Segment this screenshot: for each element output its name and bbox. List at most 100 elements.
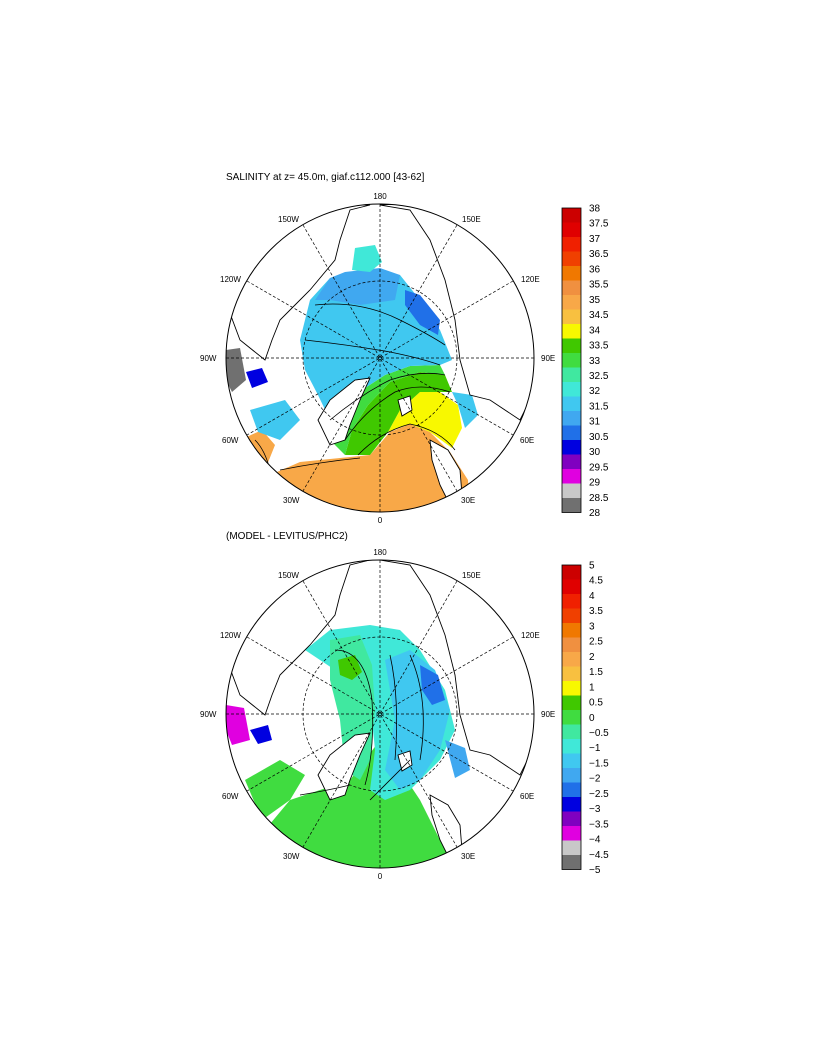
colorbar-tick-label: 28 [589, 508, 601, 519]
colorbar-tick-label: 35 [589, 295, 601, 306]
colorbar-tick-label: 33 [589, 356, 601, 367]
colorbar-swatch [562, 855, 581, 870]
colorbar-swatch [562, 579, 581, 594]
lon-label-120w: 120W [220, 275, 241, 284]
lon-label-150w: 150W [278, 571, 299, 580]
colorbar-tick-label: 32 [589, 386, 601, 397]
salinity-region-bering [352, 245, 382, 272]
difference-region-kara [445, 740, 470, 778]
colorbar-swatch [562, 608, 581, 623]
colorbar-swatch [562, 280, 581, 295]
map-title-difference: (MODEL - LEVITUS/PHC2) [226, 531, 348, 542]
colorbar-swatch [562, 768, 581, 783]
land-svalbard [397, 750, 413, 772]
colorbar-swatch [562, 483, 581, 498]
colorbar-tick-label: 33.5 [589, 341, 609, 352]
colorbar-tick-label: 31.5 [589, 401, 609, 412]
colorbar-swatch [562, 710, 581, 725]
colorbar-tick-label: 37 [589, 234, 601, 245]
colorbar-tick-label: −3 [589, 804, 601, 815]
colorbar-tick-label: 30 [589, 447, 601, 458]
colorbar-swatch [562, 797, 581, 812]
colorbar-tick-label: 1.5 [589, 667, 603, 678]
colorbar-tick-label: 34.5 [589, 310, 609, 321]
salinity-region-kara [452, 392, 478, 428]
colorbar-swatch [562, 251, 581, 266]
colorbar-tick-label: 30.5 [589, 432, 609, 443]
colorbar-swatch [562, 382, 581, 397]
lon-label-90e: 90E [541, 710, 555, 719]
lon-label-120e: 120E [521, 631, 540, 640]
colorbar-border [561, 207, 582, 513]
colorbar-swatch [562, 840, 581, 855]
colorbar-tick-label: 38 [589, 204, 601, 215]
lon-label-90w: 90W [200, 710, 217, 719]
salinity-region-west-gray [226, 348, 246, 392]
difference-region-blue [420, 665, 445, 705]
colorbar-tick-label: −5 [589, 865, 601, 876]
lon-label-30e: 30E [461, 852, 475, 861]
colorbar-swatch [562, 623, 581, 638]
colorbar-swatch [562, 237, 581, 252]
difference-map-border [225, 559, 535, 869]
lon-label-60e: 60E [520, 792, 534, 801]
colorbar-swatch [562, 811, 581, 826]
colorbar-swatch [562, 681, 581, 696]
colorbar-swatch [562, 666, 581, 681]
difference-region-green-blob [338, 655, 362, 680]
lon-label-90e: 90E [541, 354, 555, 363]
colorbar-tick-label: −4.5 [589, 850, 609, 861]
land-greenland [317, 377, 371, 446]
colorbar-swatch [562, 826, 581, 841]
difference-region-baffin [250, 725, 272, 744]
colorbar-swatch [562, 425, 581, 440]
lon-label-120w: 120W [220, 631, 241, 640]
colorbar-swatch [562, 637, 581, 652]
colorbar-swatch [562, 411, 581, 426]
salinity-region-transition [345, 372, 452, 455]
lon-label-180: 180 [373, 548, 387, 557]
land-svalbard [397, 395, 413, 417]
colorbar-tick-label: −2.5 [589, 789, 609, 800]
land-greenland [317, 732, 371, 801]
colorbar-tick-label: 31 [589, 417, 601, 428]
colorbar-tick-label: 2 [589, 652, 595, 663]
colorbar-swatch [562, 498, 581, 513]
lon-label-30e: 30E [461, 496, 475, 505]
difference-region-magenta [226, 705, 250, 745]
lon-label-0: 0 [378, 872, 383, 881]
colorbar-tick-label: 0.5 [589, 698, 603, 709]
colorbar-tick-label: 34 [589, 325, 601, 336]
lon-label-150e: 150E [462, 571, 481, 580]
colorbar-tick-label: −2 [589, 774, 601, 785]
colorbar-tick-label: 2.5 [589, 637, 603, 648]
lon-label-60w: 60W [222, 436, 239, 445]
colorbar-swatch [562, 266, 581, 281]
colorbar-tick-label: 5 [589, 561, 595, 572]
colorbar-swatch [562, 565, 581, 580]
colorbar-tick-label: 0 [589, 713, 595, 724]
difference-region-labrador [245, 760, 305, 820]
lon-label-180: 180 [373, 192, 387, 201]
difference-region-atlantic [255, 740, 470, 868]
lon-label-150w: 150W [278, 215, 299, 224]
lon-label-120e: 120E [521, 275, 540, 284]
salinity-colorbar: 38 37.5 37 36.5 36 35.5 35 34.5 34 33.5 33 32.5 32 31… [561, 204, 609, 519]
colorbar-tick-label: 3 [589, 621, 595, 632]
colorbar-swatch [562, 295, 581, 310]
colorbar-tick-label: 3.5 [589, 606, 603, 617]
colorbar-swatch [562, 338, 581, 353]
lon-label-30w: 30W [283, 852, 300, 861]
colorbar-swatch [562, 782, 581, 797]
colorbar-tick-label: 1 [589, 682, 595, 693]
colorbar-tick-label: −3.5 [589, 819, 609, 830]
colorbar-swatch [562, 695, 581, 710]
colorbar-swatch [562, 222, 581, 237]
salinity-region-hudson [246, 368, 268, 388]
colorbar-swatch [562, 309, 581, 324]
salinity-field [226, 245, 478, 512]
lon-label-60e: 60E [520, 436, 534, 445]
colorbar-tick-label: 28.5 [589, 493, 609, 504]
colorbar-tick-label: 35.5 [589, 280, 609, 291]
